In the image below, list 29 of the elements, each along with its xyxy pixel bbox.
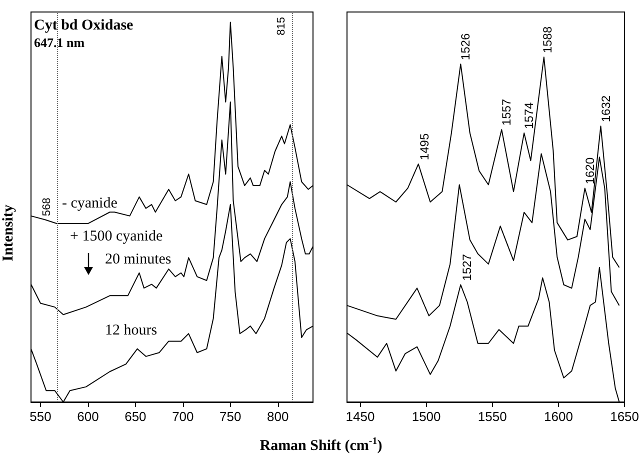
legend-label: 20 minutes bbox=[105, 252, 172, 268]
annotation: + 1500 cyanide bbox=[70, 228, 163, 244]
ref-line-label: 815 bbox=[276, 17, 288, 36]
x-tick-label: 800 bbox=[267, 409, 289, 424]
annotation: 1526 bbox=[458, 33, 473, 60]
x-tick-label: 1450 bbox=[346, 409, 375, 424]
x-tick-label: 1500 bbox=[412, 409, 441, 424]
annotation: 1588 bbox=[540, 26, 555, 54]
y-axis-title: Intensity bbox=[0, 204, 16, 262]
x-tick-label: 600 bbox=[77, 409, 99, 424]
ref-line-label: 568 bbox=[41, 198, 54, 216]
annotation: 1557 bbox=[500, 98, 514, 126]
annotation: 1495 bbox=[418, 133, 432, 160]
x-tick-label: 1600 bbox=[544, 409, 573, 424]
x-tick-label: 750 bbox=[220, 409, 242, 424]
annotation: 1620 bbox=[582, 157, 597, 184]
x-tick-label: 700 bbox=[172, 409, 194, 424]
x-tick-label: 1550 bbox=[478, 409, 507, 424]
x-tick-label: 650 bbox=[124, 409, 146, 424]
x-tick-label: 550 bbox=[30, 409, 52, 424]
series-label: 12 hours bbox=[105, 322, 158, 338]
annotation: 1574 bbox=[522, 102, 536, 130]
text: 647.1 nm bbox=[34, 35, 85, 50]
annotation: 1527 bbox=[460, 254, 474, 281]
annotation: 1632 bbox=[598, 95, 613, 122]
x-axis-title: Raman Shift (cm$^{-1}$) bbox=[258, 436, 384, 455]
chart-title: Cyt bd Oxidase bbox=[34, 18, 134, 34]
x-tick-label: 1650 bbox=[610, 409, 639, 424]
series-label: - cyanide bbox=[62, 196, 118, 212]
